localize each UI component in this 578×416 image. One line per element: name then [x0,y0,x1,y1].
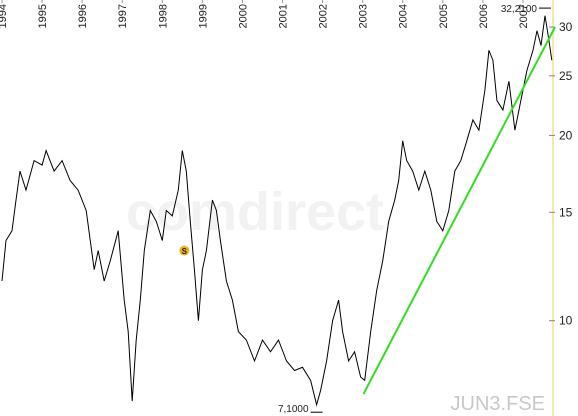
y-tick-label: 25 [559,69,573,83]
x-tick-label: 1994 [0,4,9,28]
watermark: comdirect [126,182,384,242]
y-tick-label: 15 [559,205,573,219]
x-tick-label: 1996 [77,4,89,28]
symbol-watermark: JUN3.FSE [451,393,545,415]
x-tick-label: 2005 [438,4,450,28]
x-tick-label: 2000 [237,4,249,28]
x-tick-label: 1998 [157,4,169,28]
x-tick-label: 2003 [358,4,370,28]
annotation-label: 32,2100 [501,4,538,15]
trend-line [362,26,556,395]
x-tick-label: 1999 [197,4,209,28]
y-tick-label: 30 [559,20,573,34]
x-tick-label: 2007 [518,4,530,28]
annotation-label: 7,1000 [278,404,309,415]
y-tick-label: 10 [559,314,573,328]
x-tick-label: 2006 [478,4,490,28]
x-tick-label: 1995 [37,4,49,28]
x-tick-label: 2001 [278,4,290,28]
price-line [1,15,553,407]
x-tick-label: 2004 [398,4,410,28]
y-tick-label: 20 [559,128,573,142]
signal-marker [179,245,190,256]
x-tick-label: 2002 [318,4,330,28]
x-tick-label: 1997 [117,4,129,28]
signal-label: S [182,247,188,256]
